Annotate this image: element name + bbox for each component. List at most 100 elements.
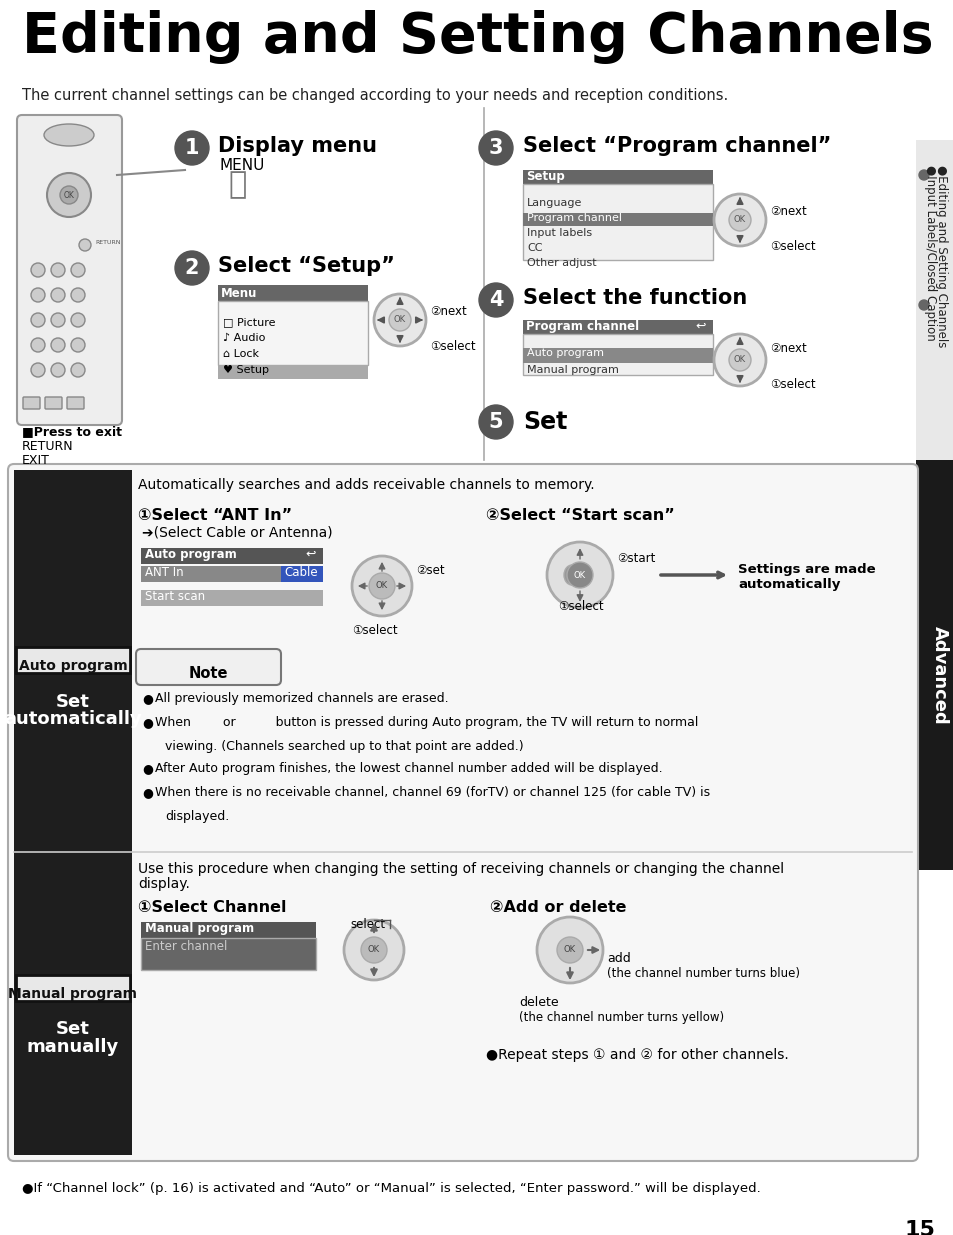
FancyBboxPatch shape [218,285,368,301]
FancyBboxPatch shape [915,459,953,869]
Circle shape [51,363,65,377]
Text: When there is no receivable channel, channel 69 (forTV) or channel 125 (for cabl: When there is no receivable channel, cha… [154,785,709,799]
FancyBboxPatch shape [14,471,132,1155]
Circle shape [478,405,513,438]
Text: EXIT: EXIT [22,454,50,467]
Text: The current channel settings can be changed according to your needs and receptio: The current channel settings can be chan… [22,88,727,103]
Circle shape [174,131,209,165]
Text: 3: 3 [488,138,503,158]
Text: ●Repeat steps ① and ② for other channels.: ●Repeat steps ① and ② for other channels… [485,1049,788,1062]
Circle shape [60,186,78,204]
Text: Select “Setup”: Select “Setup” [218,256,395,275]
FancyBboxPatch shape [67,396,84,409]
Circle shape [51,338,65,352]
Circle shape [478,131,513,165]
Ellipse shape [563,564,579,585]
FancyBboxPatch shape [522,184,712,261]
Text: ●: ● [142,692,152,705]
Circle shape [30,288,45,303]
FancyBboxPatch shape [522,348,712,363]
Circle shape [537,918,602,983]
Text: 2: 2 [185,258,199,278]
Circle shape [360,937,387,963]
FancyBboxPatch shape [522,320,712,333]
Text: ①Select “ANT In”: ①Select “ANT In” [138,508,292,522]
Text: OK: OK [368,946,379,955]
Text: OK: OK [375,582,388,590]
Circle shape [71,263,85,277]
Text: Set: Set [56,1020,90,1037]
Circle shape [30,312,45,327]
Text: Advanced: Advanced [930,626,948,725]
Circle shape [728,350,750,370]
FancyBboxPatch shape [141,590,323,606]
Text: viewing. (Channels searched up to that point are added.): viewing. (Channels searched up to that p… [165,740,523,753]
Text: OK: OK [733,215,745,225]
Text: 1: 1 [185,138,199,158]
FancyBboxPatch shape [141,548,323,564]
Text: Select the function: Select the function [522,288,746,308]
Text: ①select: ①select [430,340,476,353]
Text: Use this procedure when changing the setting of receiving channels or changing t: Use this procedure when changing the set… [138,862,783,876]
Text: ①select: ①select [558,600,603,613]
Circle shape [546,542,613,608]
Text: MENU: MENU [220,158,265,173]
Text: ①Select Channel: ①Select Channel [138,900,286,915]
Text: Auto program: Auto program [145,548,236,561]
Circle shape [30,338,45,352]
Text: After Auto program finishes, the lowest channel number added will be displayed.: After Auto program finishes, the lowest … [154,762,662,776]
Circle shape [51,263,65,277]
FancyBboxPatch shape [16,974,130,1002]
FancyBboxPatch shape [45,396,62,409]
FancyBboxPatch shape [141,923,315,939]
Circle shape [918,300,928,310]
Text: ②start: ②start [617,552,655,564]
Text: ●: ● [142,762,152,776]
FancyBboxPatch shape [915,140,953,459]
Text: Other adjust: Other adjust [526,258,596,268]
Text: ②set: ②set [416,564,444,577]
Text: ②next: ②next [430,305,466,317]
Text: Manual program: Manual program [9,987,137,1002]
Circle shape [566,562,593,588]
Text: ②next: ②next [769,205,806,219]
Text: 15: 15 [903,1220,935,1235]
Circle shape [51,288,65,303]
Text: 5: 5 [488,412,503,432]
Text: Note: Note [188,666,228,680]
Text: When        or          button is pressed during Auto program, the TV will retur: When or button is pressed during Auto pr… [154,716,698,729]
FancyBboxPatch shape [218,301,368,366]
Text: ①select: ①select [769,378,815,391]
Text: display.: display. [138,877,190,890]
Text: CC: CC [526,243,542,253]
Text: Display menu: Display menu [218,136,376,156]
Text: Cable: Cable [284,566,317,579]
Text: All previously memorized channels are erased.: All previously memorized channels are er… [154,692,448,705]
Text: ●Editing and Setting Channels: ●Editing and Setting Channels [934,165,947,347]
Text: OK: OK [563,946,576,955]
Text: 4: 4 [488,290,503,310]
Ellipse shape [44,124,94,146]
Text: ♥ Setup: ♥ Setup [223,366,269,375]
Text: □ Picture: □ Picture [223,317,275,327]
Text: ➔(Select Cable or Antenna): ➔(Select Cable or Antenna) [142,526,333,540]
Text: select: select [350,918,385,931]
Text: ♪ Audio: ♪ Audio [223,333,265,343]
Text: automatically: automatically [4,710,142,727]
Text: Auto program: Auto program [526,348,603,358]
Circle shape [30,263,45,277]
Text: ●: ● [142,716,152,729]
Circle shape [174,251,209,285]
Text: Auto program: Auto program [19,659,128,673]
Text: manually: manually [27,1037,119,1056]
Text: Input labels: Input labels [526,228,592,238]
Text: (the channel number turns yellow): (the channel number turns yellow) [518,1011,723,1024]
FancyBboxPatch shape [17,115,122,425]
Circle shape [71,288,85,303]
Text: displayed.: displayed. [165,810,229,823]
Circle shape [557,937,582,963]
FancyBboxPatch shape [136,650,281,685]
Text: ↩: ↩ [695,320,705,333]
Circle shape [22,466,48,492]
FancyBboxPatch shape [141,939,315,969]
